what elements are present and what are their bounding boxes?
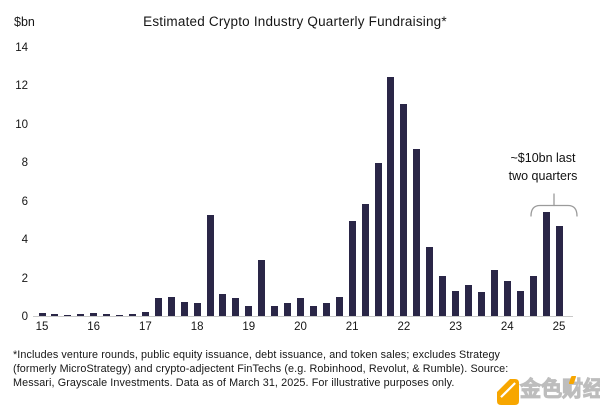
bar — [284, 302, 292, 316]
bar — [271, 306, 279, 316]
bar — [516, 291, 524, 316]
bar — [51, 314, 59, 316]
bar — [103, 314, 111, 316]
x-tick-label: 19 — [242, 321, 256, 333]
bar — [426, 246, 434, 316]
bar — [465, 285, 473, 316]
chart-title: Estimated Crypto Industry Quarterly Fund… — [143, 14, 447, 29]
bar — [245, 306, 253, 316]
x-tick-label: 21 — [345, 321, 359, 333]
y-tick-label: 0 — [21, 311, 28, 323]
bar — [206, 215, 214, 316]
bar — [452, 291, 460, 316]
bar — [309, 306, 317, 316]
bar — [77, 314, 85, 316]
bar — [154, 297, 162, 316]
jinse-logo-text: 金色财经 — [520, 378, 600, 402]
bar — [141, 312, 149, 316]
jinse-watermark: 金色财经 — [496, 375, 600, 407]
bar — [232, 297, 240, 316]
bar — [348, 220, 356, 316]
x-tick-label: 23 — [449, 321, 462, 333]
footnote-text: *Includes venture rounds, public equity … — [13, 349, 509, 389]
bar — [477, 291, 485, 316]
y-tick-label: 12 — [15, 80, 28, 93]
bar — [193, 302, 201, 316]
x-tick-label: 16 — [87, 321, 101, 333]
x-tick-label: 17 — [138, 321, 152, 333]
bar — [374, 163, 382, 316]
bar — [503, 281, 511, 316]
bar — [555, 225, 563, 316]
bar — [490, 269, 498, 316]
bar — [335, 296, 343, 316]
x-tick-label: 22 — [397, 321, 411, 333]
bar — [361, 203, 369, 316]
y-tick-label: 8 — [21, 157, 28, 170]
annotation-text: ~$10bn last two quarters — [508, 151, 578, 183]
x-tick-label: 24 — [500, 321, 514, 333]
y-tick-label: 2 — [21, 272, 28, 285]
bar — [322, 302, 330, 316]
x-tick-label: 18 — [190, 321, 204, 333]
bar — [258, 260, 266, 316]
bar — [167, 296, 175, 316]
bar — [542, 212, 550, 316]
bar — [116, 314, 124, 316]
bar — [413, 148, 421, 316]
y-tick-label: 14 — [15, 42, 28, 54]
y-axis-unit-label: $bn — [14, 15, 35, 29]
bar — [180, 301, 188, 316]
x-tick-label: 15 — [35, 321, 49, 333]
x-tick-label: 20 — [294, 321, 307, 333]
y-tick-label: 6 — [21, 195, 28, 208]
y-tick-label: 10 — [15, 118, 28, 131]
bar — [90, 312, 98, 316]
bar — [529, 275, 537, 316]
x-axis-line — [33, 316, 573, 317]
bar — [128, 314, 136, 316]
bar — [64, 314, 72, 316]
bar — [439, 275, 447, 316]
bar — [297, 297, 304, 316]
bar — [219, 293, 227, 316]
y-tick-label: 4 — [21, 234, 28, 247]
bar — [387, 76, 395, 316]
jinse-logo-icon — [497, 379, 519, 409]
brace-icon — [530, 191, 580, 218]
bar — [38, 312, 46, 316]
bar — [400, 103, 408, 316]
x-tick-label: 25 — [552, 321, 566, 333]
